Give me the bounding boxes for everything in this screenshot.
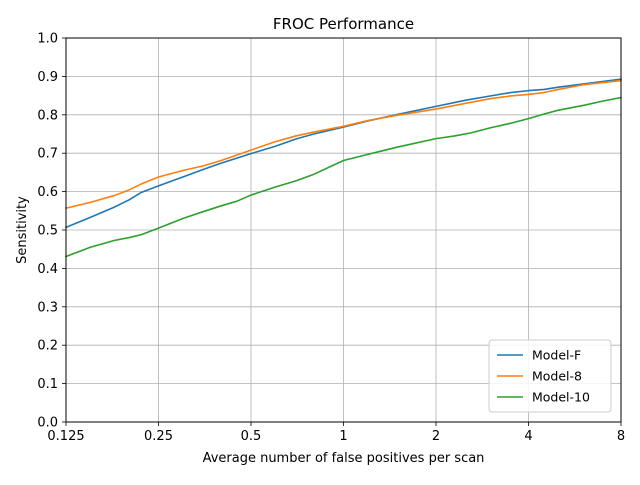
x-tick-label: 2: [432, 429, 440, 444]
legend-box: [488, 339, 612, 413]
y-axis-label: Sensitivity: [15, 196, 30, 264]
x-tick-label: 1: [339, 429, 347, 444]
y-tick-label: 0.6: [37, 185, 58, 200]
legend-label-model-f: Model-F: [532, 348, 581, 363]
series-line-model-8: [65, 79, 622, 210]
legend: Model-F Model-8 Model-10: [488, 339, 612, 413]
x-tick-label: 0.125: [47, 429, 84, 444]
x-tick-label: 0.25: [144, 429, 173, 444]
y-tick-label: 0.9: [37, 70, 58, 85]
y-tick-label: 0.4: [37, 262, 58, 277]
tick-layer: 0.125 0.25 0.5 1 2 4 8 0.0 0.1 0.2 0.3 0.4 0.5 0.6 0.7…: [37, 32, 625, 445]
x-axis-label: Average number of false positives per sc…: [203, 451, 485, 466]
y-tick-label: 0.1: [37, 377, 58, 392]
series-line-model-f: [64, 78, 622, 229]
y-tick-label: 0.3: [37, 300, 58, 315]
chart-title: FROC Performance: [273, 15, 414, 33]
y-tick-label: 0.0: [37, 416, 58, 431]
y-tick-label: 1.0: [37, 32, 58, 47]
x-tick-label: 4: [524, 429, 532, 444]
y-tick-label: 0.7: [37, 147, 58, 162]
series-layer: [64, 78, 622, 258]
y-tick-label: 0.5: [37, 224, 58, 239]
y-tick-label: 0.8: [37, 108, 58, 123]
x-tick-label: 8: [617, 429, 625, 444]
legend-label-model-10: Model-10: [532, 390, 590, 405]
legend-label-model-8: Model-8: [532, 369, 582, 384]
y-tick-label: 0.2: [37, 339, 58, 354]
x-tick-label: 0.5: [241, 429, 262, 444]
series-line-model-10: [64, 96, 622, 258]
